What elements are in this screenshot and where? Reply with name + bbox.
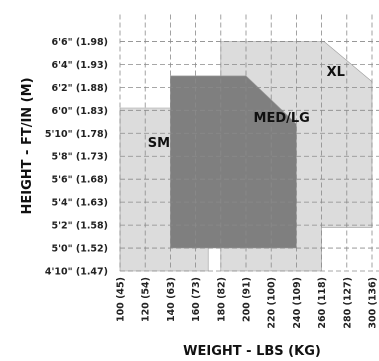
y-axis-tick-labels: 6'6" (1.98) 6'4" (1.93) 6'2" (1.88) 6'0" (1… <box>45 37 108 278</box>
y-tick-label: 6'2" (1.88) <box>51 83 108 94</box>
x-tick-label: 200 (91) <box>242 277 253 322</box>
y-axis-title: HEIGHT - FT/IN (M) <box>20 77 35 214</box>
x-tick-label: 180 (82) <box>216 277 227 322</box>
y-tick-label: 4'10" (1.47) <box>45 267 108 278</box>
region-label-sm: SM <box>148 136 170 151</box>
y-tick-label: 6'0" (1.83) <box>51 106 108 117</box>
x-tick-label: 300 (136) <box>368 277 379 329</box>
region-label-med-lg: MED/LG <box>254 111 310 126</box>
x-tick-label: 280 (127) <box>342 277 353 329</box>
y-tick-label: 5'0" (1.52) <box>51 244 108 255</box>
x-tick-label: 100 (45) <box>116 277 127 322</box>
region-labels: XL SM MED/LG <box>148 65 345 151</box>
y-tick-label: 5'6" (1.68) <box>51 175 108 186</box>
y-tick-label: 6'4" (1.93) <box>51 60 108 71</box>
x-axis-tick-labels: 100 (45) 120 (54) 140 (63) 160 (73) 180 (82)… <box>116 277 379 329</box>
x-axis-title: WEIGHT - LBS (KG) <box>183 344 321 359</box>
y-tick-label: 6'6" (1.98) <box>51 37 108 48</box>
y-tick-label: 5'4" (1.63) <box>51 198 108 209</box>
x-tick-label: 260 (118) <box>317 277 328 329</box>
y-tick-label: 5'8" (1.73) <box>51 152 108 163</box>
region-label-xl: XL <box>327 65 345 80</box>
x-tick-label: 160 (73) <box>191 277 202 322</box>
y-tick-label: 5'2" (1.58) <box>51 221 108 232</box>
y-tick-label: 5'10" (1.78) <box>45 129 108 140</box>
x-tick-label: 220 (100) <box>267 277 278 329</box>
x-tick-label: 140 (63) <box>166 277 177 322</box>
x-tick-label: 240 (109) <box>292 277 303 329</box>
x-tick-label: 120 (54) <box>141 277 152 322</box>
grid <box>119 14 379 272</box>
